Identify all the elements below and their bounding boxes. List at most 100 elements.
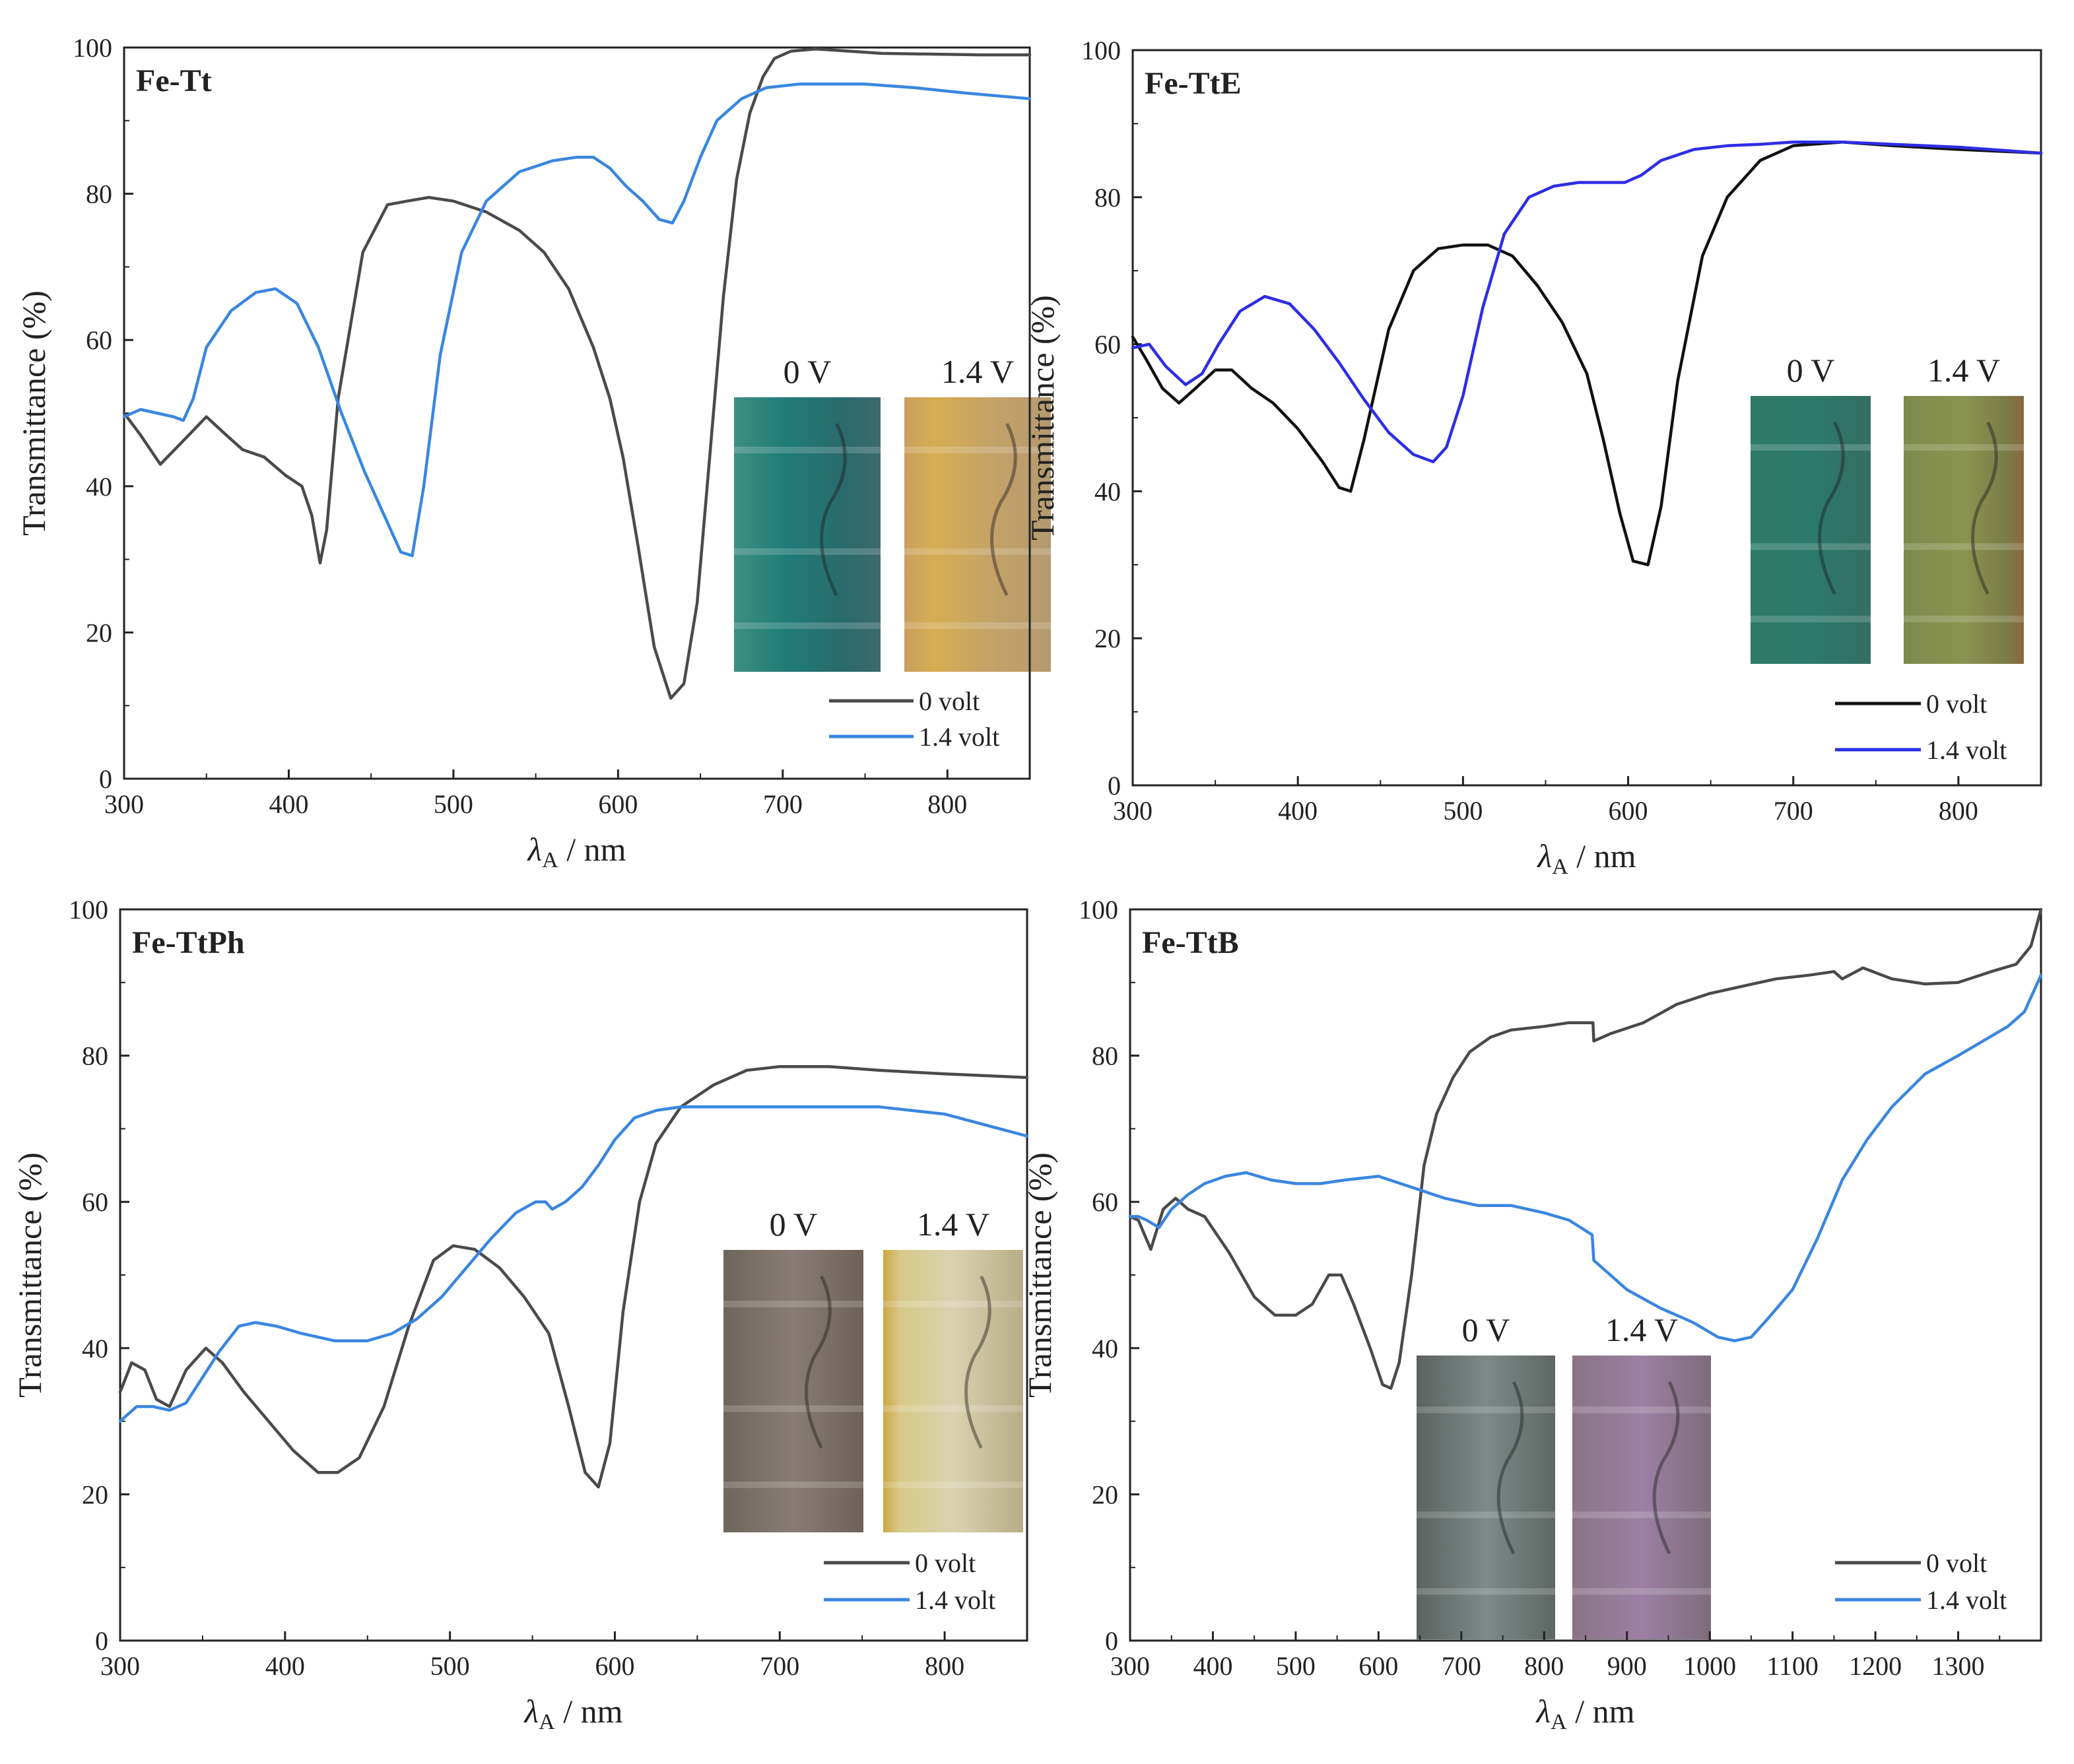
legend-label: 0 volt <box>1926 1548 1987 1578</box>
y-tick-label: 40 <box>82 1334 108 1363</box>
x-axis-title: λA / nm <box>526 831 626 872</box>
inset-photo-1-4v: 1.4 V <box>904 353 1051 672</box>
y-tick-label: 80 <box>1092 1041 1118 1071</box>
y-axis-title: Transmittance (%) <box>11 1152 48 1398</box>
inset-label: 1.4 V <box>917 1206 989 1243</box>
y-tick-label: 0 <box>1105 1626 1118 1656</box>
x-tick-label: 600 <box>1609 796 1648 826</box>
legend: 0 volt 1.4 volt <box>829 686 999 752</box>
x-tick-label: 800 <box>927 789 967 819</box>
x-tick-label: 400 <box>1278 796 1318 826</box>
y-tick-label: 40 <box>1092 1334 1118 1363</box>
y-tick-label: 80 <box>1094 183 1121 212</box>
y-tick-label: 20 <box>1094 624 1121 653</box>
legend-label: 1.4 volt <box>919 722 999 752</box>
series-line-0-volt <box>122 47 1032 700</box>
y-tick-label: 20 <box>82 1480 108 1509</box>
y-tick-label: 80 <box>82 1041 108 1071</box>
x-tick-label: 800 <box>1939 796 1978 826</box>
inset-photo-1-4v: 1.4 V <box>1904 352 2024 664</box>
x-tick-label: 400 <box>265 1651 305 1681</box>
x-tick-label: 700 <box>1774 796 1813 826</box>
y-axis-title: Transmittance (%) <box>1024 295 1061 540</box>
inset-photo-0v: 0 V <box>1417 1311 1555 1639</box>
y-tick-label: 0 <box>99 764 112 794</box>
x-tick-label: 300 <box>100 1651 140 1681</box>
x-axis-title: λA / nm <box>1535 1693 1634 1734</box>
inset-label: 0 V <box>784 353 832 390</box>
inset-label: 1.4 V <box>941 353 1014 390</box>
inset-photo-1-4v: 1.4 V <box>1572 1311 1711 1639</box>
x-tick-label: 300 <box>104 789 144 819</box>
panel-title: Fe-TtPh <box>132 925 245 960</box>
chart-panel-1: 0 V 1.4 V 300 400 500 600 700 800 0 20 40 60 80 100 λA… <box>15 33 1051 872</box>
y-tick-label: 20 <box>86 618 112 647</box>
x-axis-title: λA / nm <box>523 1693 622 1734</box>
series-line-1-4-volt <box>122 82 1032 558</box>
series-line-0-volt <box>118 1064 1029 1489</box>
inset-photo-0v: 0 V <box>1751 352 1871 664</box>
series-line-0-volt <box>1128 907 2043 1390</box>
x-tick-label: 500 <box>430 1651 470 1681</box>
y-tick-label: 60 <box>1094 330 1121 360</box>
series-line-1-4-volt <box>1131 141 2043 464</box>
x-tick-label: 600 <box>595 1651 634 1681</box>
legend-label: 1.4 volt <box>915 1585 995 1615</box>
legend-label: 1.4 volt <box>1926 735 2007 765</box>
legend-label: 0 volt <box>915 1548 976 1578</box>
x-tick-label: 400 <box>1193 1651 1232 1681</box>
chart-panel-2: 0 V 1.4 V 300 400 500 600 700 800 0 20 40 60 80 100 λA… <box>1024 36 2043 879</box>
legend-label: 0 volt <box>919 686 980 716</box>
x-tick-label: 700 <box>760 1651 799 1681</box>
y-tick-label: 0 <box>1108 771 1121 800</box>
legend: 0 volt 1.4 volt <box>824 1548 995 1615</box>
inset-photo-0v: 0 V <box>723 1206 863 1532</box>
y-tick-label: 100 <box>69 895 108 925</box>
y-tick-label: 40 <box>1094 476 1121 506</box>
inset-label: 0 V <box>770 1206 818 1243</box>
series-line-1-4-volt <box>1128 973 2043 1342</box>
y-axis-title: Transmittance (%) <box>15 290 52 536</box>
x-tick-label: 1100 <box>1766 1651 1819 1681</box>
y-tick-label: 100 <box>73 33 112 63</box>
x-tick-label: 1200 <box>1849 1651 1902 1681</box>
x-tick-label: 300 <box>1110 1651 1150 1681</box>
x-tick-label: 500 <box>1443 796 1483 826</box>
x-tick-label: 800 <box>1524 1651 1564 1681</box>
legend: 0 volt 1.4 volt <box>1835 689 2007 765</box>
y-tick-label: 0 <box>95 1626 108 1656</box>
inset-label: 1.4 V <box>1605 1311 1678 1348</box>
legend-label: 0 volt <box>1926 689 1987 719</box>
x-tick-label: 600 <box>1358 1651 1398 1681</box>
y-tick-label: 60 <box>1092 1187 1118 1217</box>
y-tick-label: 80 <box>86 180 112 209</box>
y-axis-title: Transmittance (%) <box>1021 1152 1058 1398</box>
series-line-0-volt <box>1131 141 2043 567</box>
y-tick-label: 20 <box>1092 1480 1118 1509</box>
panel-title: Fe-TtE <box>1145 66 1242 101</box>
series-line-1-4-volt <box>118 1105 1029 1423</box>
x-tick-label: 1000 <box>1683 1651 1736 1681</box>
legend-label: 1.4 volt <box>1926 1585 2007 1615</box>
y-tick-label: 60 <box>82 1187 108 1217</box>
x-tick-label: 500 <box>434 789 473 819</box>
inset-label: 0 V <box>1462 1311 1510 1348</box>
inset-label: 0 V <box>1787 352 1835 389</box>
x-tick-label: 800 <box>925 1651 964 1681</box>
x-tick-label: 900 <box>1607 1651 1647 1681</box>
inset-photo-1-4v: 1.4 V <box>883 1206 1023 1532</box>
panel-title: Fe-Tt <box>136 63 212 98</box>
x-tick-label: 600 <box>598 789 638 819</box>
inset-label: 1.4 V <box>1927 352 2000 389</box>
x-tick-label: 700 <box>763 789 803 819</box>
x-tick-label: 300 <box>1113 796 1153 826</box>
y-tick-label: 60 <box>86 325 112 355</box>
y-tick-label: 40 <box>86 472 112 502</box>
x-tick-label: 400 <box>269 789 308 819</box>
legend: 0 volt 1.4 volt <box>1835 1548 2007 1615</box>
panel-title: Fe-TtB <box>1142 925 1239 960</box>
x-tick-label: 500 <box>1276 1651 1316 1681</box>
x-tick-label: 700 <box>1442 1651 1481 1681</box>
x-tick-label: 1300 <box>1932 1651 1985 1681</box>
